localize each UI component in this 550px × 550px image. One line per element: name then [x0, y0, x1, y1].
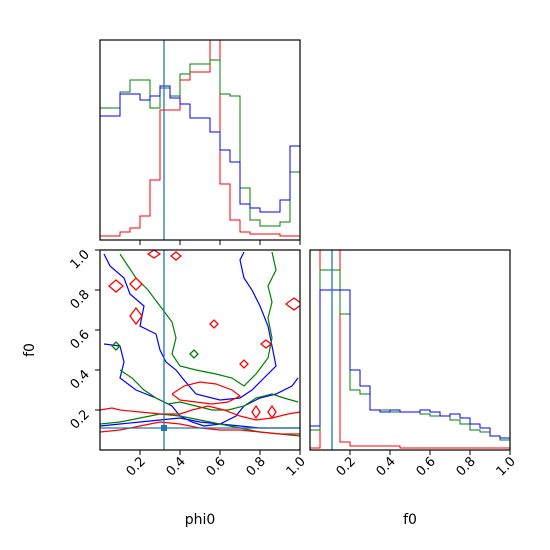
f0-y-tick-label: 1.0: [68, 247, 93, 272]
phi0-axis-label: phi0: [185, 512, 216, 528]
hist-f0-plot-area: [310, 250, 510, 450]
red-contour-island: [146, 250, 162, 259]
red-contour-island: [129, 306, 143, 326]
red-contour-island: [239, 359, 249, 369]
f0-histogram-panel: [309, 249, 511, 455]
contour-frame: [99, 249, 301, 451]
phi0-histogram-panel: [99, 39, 301, 245]
green-contour-line: [119, 369, 299, 411]
hist-phi0-plot-area: [100, 40, 300, 240]
truth-marker: [161, 425, 167, 431]
f0-tick-label: 0.2: [334, 454, 359, 479]
red-histogram-series: [100, 40, 300, 240]
red-contour-island: [284, 297, 300, 311]
f0-y-tick-label: 0.4: [68, 367, 93, 392]
phi0-tick-label: 1.0: [284, 454, 309, 479]
red-contour-island: [251, 404, 261, 420]
f0-y-tick-label: 0.8: [68, 287, 93, 312]
red-histogram-series: [310, 250, 510, 450]
red-contour-island: [108, 279, 124, 293]
f0-y-tick-label: 0.6: [68, 327, 93, 352]
phi0-tick-label: 0.6: [204, 454, 229, 479]
phi0-tick-label: 0.4: [164, 454, 189, 479]
red-contour-line: [171, 381, 242, 405]
blue-histogram-series: [100, 85, 300, 240]
f0-y-tick-label: 0.2: [68, 407, 93, 432]
blue-contour-line: [103, 251, 277, 401]
f0-tick-label: 0.4: [374, 454, 399, 479]
f0-tick-label: 0.8: [454, 454, 479, 479]
phi0-tick-label: 0.8: [244, 454, 269, 479]
tick-labels: 0.2 0.4 0.6 0.8 1.0 0.2 0.4 0.6 0.8 1.0 0.2 0.4 0.6 0…: [68, 247, 519, 479]
blue-histogram-series: [310, 289, 510, 450]
hist-f0-frame: [309, 249, 511, 451]
red-contour-island: [259, 339, 273, 349]
red-contour-island: [169, 251, 183, 261]
green-contour-island: [111, 341, 121, 351]
red-contour-line: [100, 405, 300, 421]
green-contour-island: [189, 349, 199, 359]
contour-phi0-f0-plot-area: [100, 250, 300, 450]
phi0-tick-label: 0.2: [124, 454, 149, 479]
f0-tick-label: 1.0: [494, 454, 519, 479]
red-contour-island: [267, 404, 277, 420]
green-contour-line: [119, 251, 277, 387]
hist-phi0-frame: [99, 39, 301, 241]
green-histogram-series: [100, 59, 300, 240]
red-contour-island: [209, 319, 219, 329]
f0-tick-label: 0.6: [414, 454, 439, 479]
red-contour-island: [129, 277, 143, 291]
f0-y-axis-label: f0: [22, 343, 38, 357]
phi0-f0-contour-panel: [95, 249, 301, 455]
blue-contour-line: [103, 343, 299, 427]
f0-axis-label: f0: [403, 512, 417, 528]
